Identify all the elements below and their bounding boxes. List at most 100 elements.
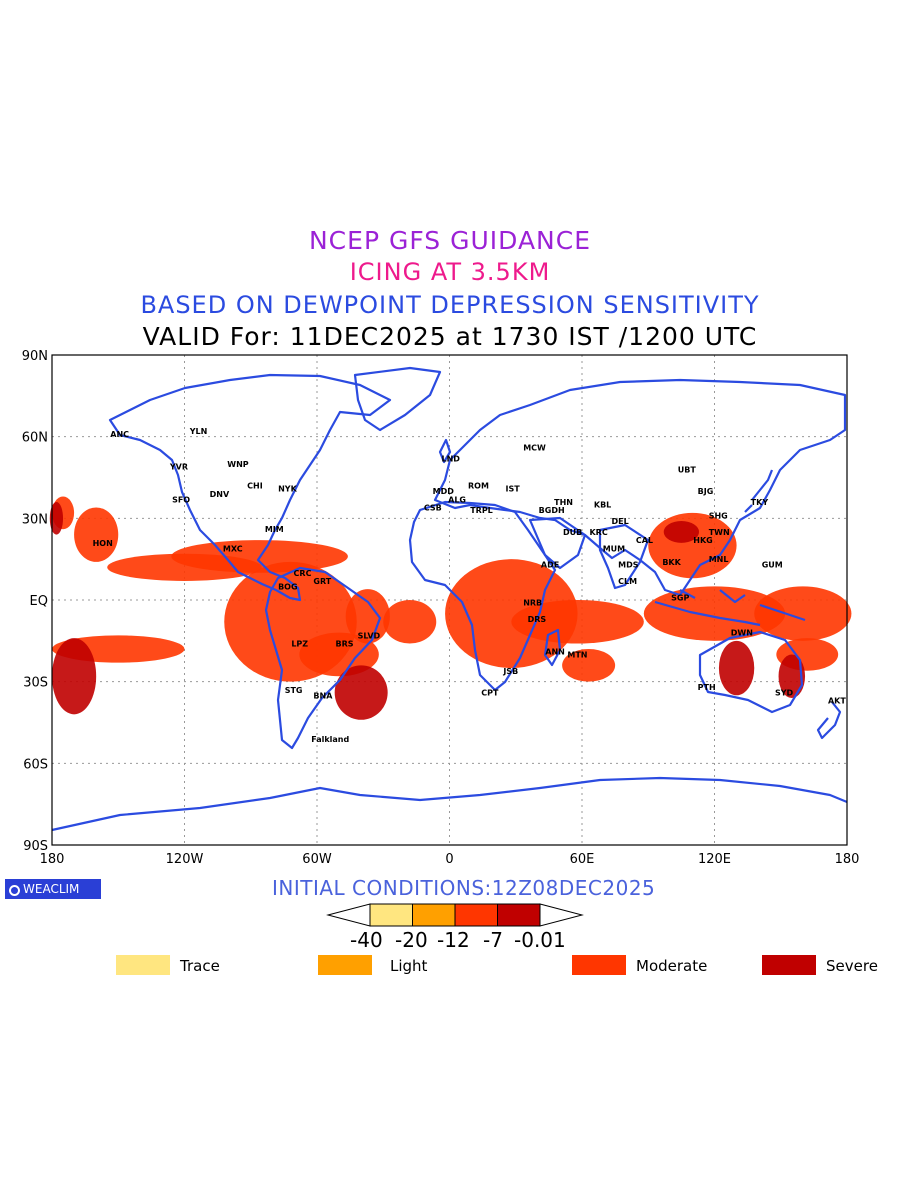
station-ist: IST [506, 484, 521, 493]
colorbar-cell [454, 903, 498, 927]
icing-area-moderate [511, 600, 644, 644]
station-ann: ANN [545, 648, 565, 657]
subtitle-method: BASED ON DEWPOINT DEPRESSION SENSITIVITY [140, 291, 760, 319]
lon-tick-label: 60W [302, 852, 332, 867]
station-mtn: MTN [567, 650, 587, 659]
station-yvr: YVR [169, 463, 188, 472]
colorbar-tick-2: -20 [395, 928, 428, 952]
lon-tick-label: 120W [166, 852, 204, 867]
coast-india [598, 523, 650, 590]
station-drs: DRS [528, 615, 547, 624]
legend-label-severe: Severe [826, 957, 878, 975]
icing-area-moderate [754, 586, 852, 641]
station-crc: CRC [294, 569, 312, 578]
main-title: NCEP GFS GUIDANCE [308, 226, 591, 255]
station-mum: MUM [603, 544, 625, 553]
lat-tick-label: EQ [30, 594, 48, 609]
colorbar-cell [412, 903, 456, 927]
lat-tick-label: 60S [23, 757, 48, 772]
station-sgp: SGP [671, 593, 689, 602]
station-syd: SYD [775, 689, 794, 698]
station-anc: ANC [110, 430, 129, 439]
station-mcw: MCW [523, 444, 546, 453]
icing-area-moderate [107, 553, 262, 581]
legend-label-moderate: Moderate [636, 957, 708, 975]
station-mds: MDS [618, 561, 639, 570]
station-trpl: TRPL [470, 506, 493, 515]
station-gum: GUM [762, 561, 783, 570]
coast-japan [744, 469, 774, 513]
map-border [51, 354, 848, 846]
station-bgdh: BGDH [539, 506, 565, 515]
coast-arabia [528, 516, 587, 570]
icing-area-moderate [345, 589, 390, 644]
station-shg: SHG [709, 512, 728, 521]
coast-australia [698, 630, 804, 714]
station-bog: BOG [278, 582, 297, 591]
station-bjg: BJG [698, 487, 714, 496]
station-dwn: DWN [731, 629, 753, 638]
initial-conditions: INITIAL CONDITIONS:12Z08DEC2025 [272, 876, 656, 900]
coast-greenland [353, 366, 442, 432]
icing-area-severe [778, 654, 806, 698]
valid-time: VALID For: 11DEC2025 at 1730 IST /1200 U… [142, 322, 758, 351]
legend-swatch-light [318, 955, 372, 975]
icing-area-moderate [445, 559, 578, 669]
station-cal: CAL [636, 536, 653, 545]
station-nrb: NRB [523, 599, 542, 608]
colorbar [326, 903, 584, 927]
colorbar-tick-4: -7 [483, 928, 503, 952]
colorbar-right-arrow [539, 903, 584, 927]
colorbar-cell [369, 903, 413, 927]
icing-map: ANC YLN YVR WNP SFO DNV CHI NYK MIM HON MXC CRC BOG G… [22, 349, 860, 867]
coast-new-zealand [816, 701, 842, 740]
station-mim: MIM [265, 525, 284, 534]
station-lnd: LND [442, 454, 461, 463]
coast-indonesia [654, 589, 806, 627]
coast-antarctica [51, 776, 848, 832]
icing-area-moderate [643, 586, 786, 641]
coastlines [51, 366, 848, 832]
icing-area-moderate [74, 507, 119, 562]
station-csb: CSB [424, 503, 442, 512]
station-lpz: LPZ [291, 640, 308, 649]
logo-text: WEACLIM [23, 882, 80, 896]
station-sfo: SFO [172, 495, 190, 504]
station-labels: ANC YLN YVR WNP SFO DNV CHI NYK MIM HON MXC CRC BOG G… [93, 427, 847, 744]
lon-tick-label: 180 [40, 852, 65, 867]
icing-area-moderate [299, 632, 379, 677]
lon-tick-label: 180 [835, 852, 860, 867]
station-wnp: WNP [227, 460, 249, 469]
lon-tick-label: 60E [570, 852, 595, 867]
legend-swatch-severe [762, 955, 816, 975]
subtitle-icing-level: ICING AT 3.5KM [349, 258, 551, 286]
icing-area-severe [52, 638, 97, 715]
coast-madagascar [543, 628, 562, 667]
colorbar-tick-5: -0.01 [514, 928, 566, 952]
weaclim-logo: WEACLIM [5, 879, 101, 899]
icing-area-severe [663, 521, 700, 543]
station-alg: ALG [448, 495, 466, 504]
station-bna: BNA [313, 691, 333, 700]
station-clm: CLM [618, 577, 637, 586]
station-kbl: KBL [594, 501, 611, 510]
legend-label-trace: Trace [180, 957, 220, 975]
station-mdd: MDD [433, 487, 455, 496]
station-hkg: HKG [693, 536, 712, 545]
station-bkk: BKK [662, 558, 681, 567]
station-dub: DUB [563, 528, 582, 537]
station-ade: ADE [541, 561, 559, 570]
icing-area-moderate [562, 649, 616, 682]
station-ubt: UBT [678, 465, 697, 474]
lat-tick-label: 30N [22, 512, 48, 527]
colorbar-left-arrow [326, 903, 371, 927]
lat-tick-label: 90N [22, 349, 48, 364]
station-chi: CHI [247, 482, 263, 491]
lon-tick-label: 0 [445, 852, 453, 867]
station-mnl: MNL [709, 555, 729, 564]
colorbar-cell [497, 903, 541, 927]
icing-area-severe [718, 640, 755, 696]
station-cpt: CPT [481, 689, 499, 698]
lon-tick-label: 120E [698, 852, 731, 867]
